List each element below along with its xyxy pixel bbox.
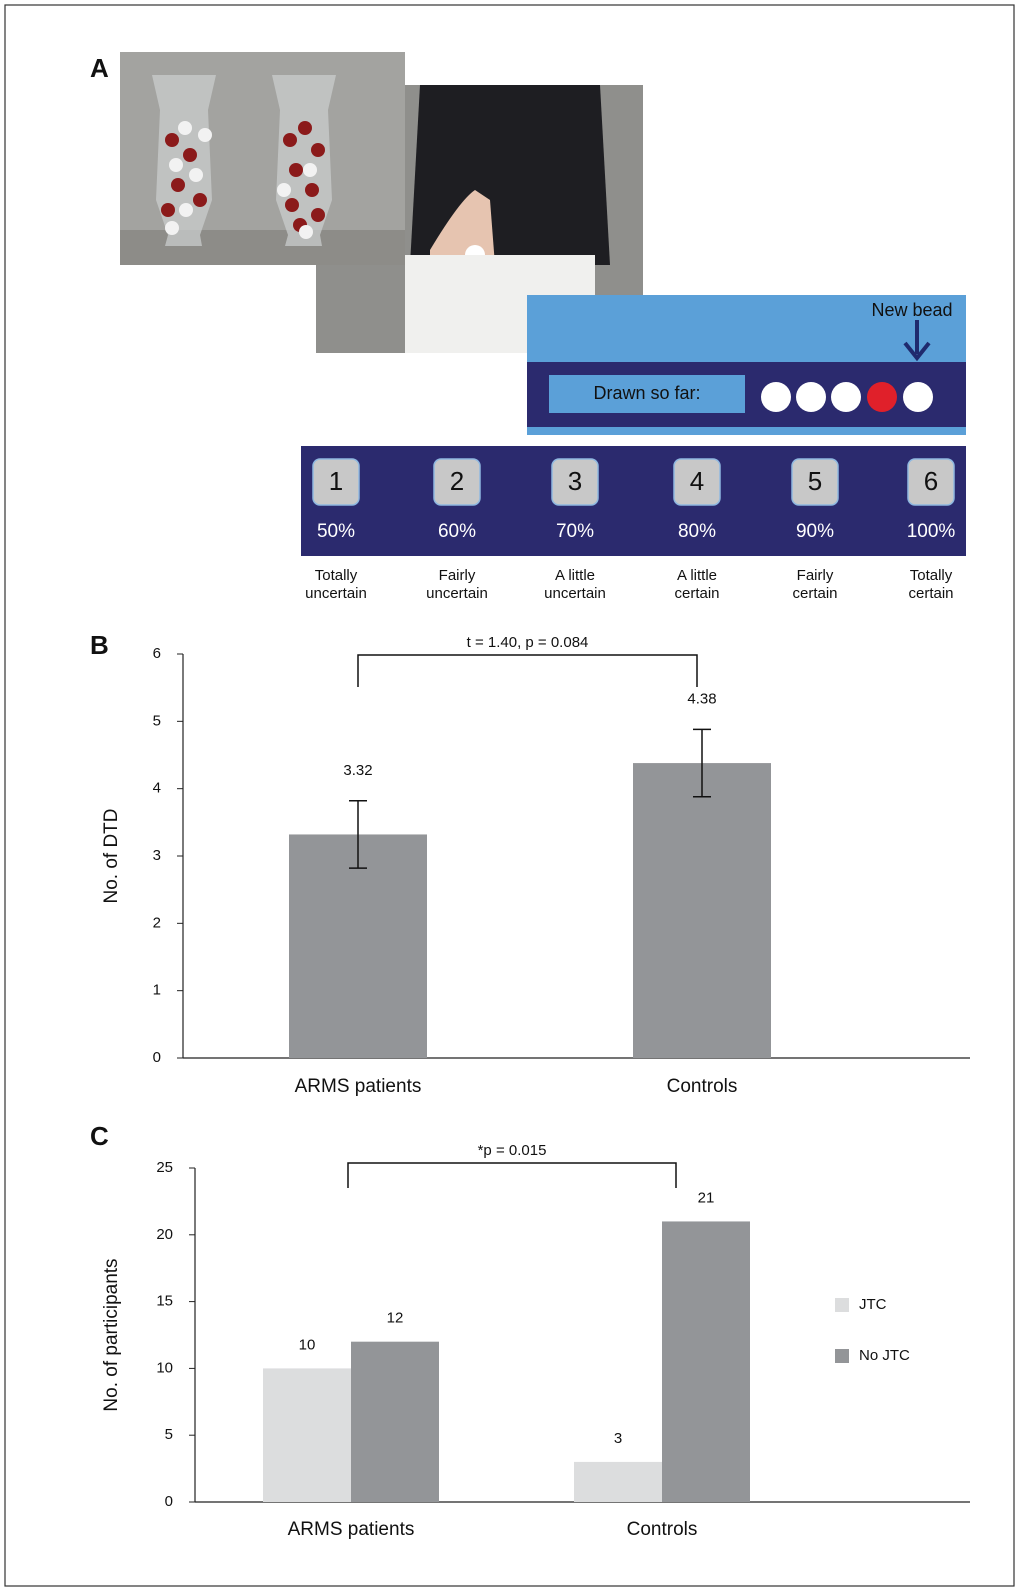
bead bbox=[796, 382, 826, 412]
scale-number: 3 bbox=[568, 466, 582, 496]
drawn-label: Drawn so far: bbox=[593, 383, 700, 403]
data-label: 12 bbox=[387, 1310, 404, 1327]
scale-label: uncertain bbox=[426, 585, 488, 602]
x-tick-label: Controls bbox=[667, 1076, 738, 1097]
data-label: 4.38 bbox=[687, 690, 716, 707]
bar bbox=[351, 1342, 439, 1502]
bead-display: Drawn so far: New bead bbox=[527, 295, 966, 435]
scale-number: 2 bbox=[450, 466, 464, 496]
figure: A Drawn so far: New bead 150%Totallyunce… bbox=[0, 0, 1020, 1592]
bead bbox=[761, 382, 791, 412]
data-label: 10 bbox=[299, 1336, 316, 1353]
legend-label: No JTC bbox=[859, 1347, 910, 1364]
scale-number: 4 bbox=[690, 466, 704, 496]
x-tick-label: ARMS patients bbox=[288, 1519, 415, 1540]
panel-label: C bbox=[90, 1121, 109, 1151]
scale-label: Fairly bbox=[797, 567, 834, 584]
data-label: 21 bbox=[698, 1189, 715, 1206]
data-label: 3 bbox=[614, 1430, 622, 1447]
legend-swatch bbox=[835, 1298, 849, 1312]
scale-percent: 80% bbox=[678, 521, 716, 542]
legend-swatch bbox=[835, 1349, 849, 1363]
scale-percent: 70% bbox=[556, 521, 594, 542]
bar bbox=[662, 1221, 750, 1502]
y-axis-label: No. of DTD bbox=[101, 808, 122, 903]
panel-label: B bbox=[90, 630, 109, 660]
y-tick-label: 3 bbox=[153, 847, 161, 864]
y-tick-label: 5 bbox=[165, 1426, 173, 1443]
bar bbox=[263, 1368, 351, 1502]
x-tick-label: ARMS patients bbox=[295, 1076, 422, 1097]
new-bead-label: New bead bbox=[871, 300, 952, 320]
y-tick-label: 25 bbox=[156, 1159, 173, 1176]
y-tick-label: 0 bbox=[165, 1493, 173, 1510]
scale-label: certain bbox=[674, 585, 719, 602]
y-tick-label: 5 bbox=[153, 712, 161, 729]
scale-label: A little bbox=[677, 567, 717, 584]
scale-label: uncertain bbox=[305, 585, 367, 602]
scale-percent: 100% bbox=[907, 521, 956, 542]
scale-label: A little bbox=[555, 567, 595, 584]
y-tick-label: 20 bbox=[156, 1226, 173, 1243]
scale-percent: 50% bbox=[317, 521, 355, 542]
scale-label: uncertain bbox=[544, 585, 606, 602]
x-tick-label: Controls bbox=[627, 1519, 698, 1540]
y-tick-label: 6 bbox=[153, 645, 161, 662]
bar bbox=[633, 763, 771, 1058]
scale-label: certain bbox=[908, 585, 953, 602]
scale-panel bbox=[301, 446, 966, 556]
scale-label: Totally bbox=[910, 567, 953, 584]
panel-label: A bbox=[90, 53, 109, 83]
significance-bracket bbox=[358, 655, 697, 687]
scale-label: Fairly bbox=[439, 567, 476, 584]
y-tick-label: 1 bbox=[153, 982, 161, 999]
scale-percent: 90% bbox=[796, 521, 834, 542]
bead bbox=[867, 382, 897, 412]
photo-jars bbox=[120, 52, 405, 265]
bar bbox=[574, 1462, 662, 1502]
y-tick-label: 10 bbox=[156, 1359, 173, 1376]
bead bbox=[831, 382, 861, 412]
y-axis-label: No. of participants bbox=[101, 1258, 122, 1411]
y-tick-label: 0 bbox=[153, 1049, 161, 1066]
y-tick-label: 4 bbox=[153, 780, 161, 797]
scale-number: 1 bbox=[329, 466, 343, 496]
legend-label: JTC bbox=[859, 1296, 887, 1313]
scale-label: certain bbox=[792, 585, 837, 602]
data-label: 3.32 bbox=[343, 762, 372, 779]
scale-number: 6 bbox=[924, 466, 938, 496]
scale-label: Totally bbox=[315, 567, 358, 584]
annotation: *p = 0.015 bbox=[478, 1142, 547, 1159]
y-tick-label: 2 bbox=[153, 914, 161, 931]
bead bbox=[903, 382, 933, 412]
scale-number: 5 bbox=[808, 466, 822, 496]
scale-percent: 60% bbox=[438, 521, 476, 542]
y-tick-label: 15 bbox=[156, 1293, 173, 1310]
significance-bracket bbox=[348, 1163, 676, 1188]
annotation: t = 1.40, p = 0.084 bbox=[467, 634, 589, 651]
